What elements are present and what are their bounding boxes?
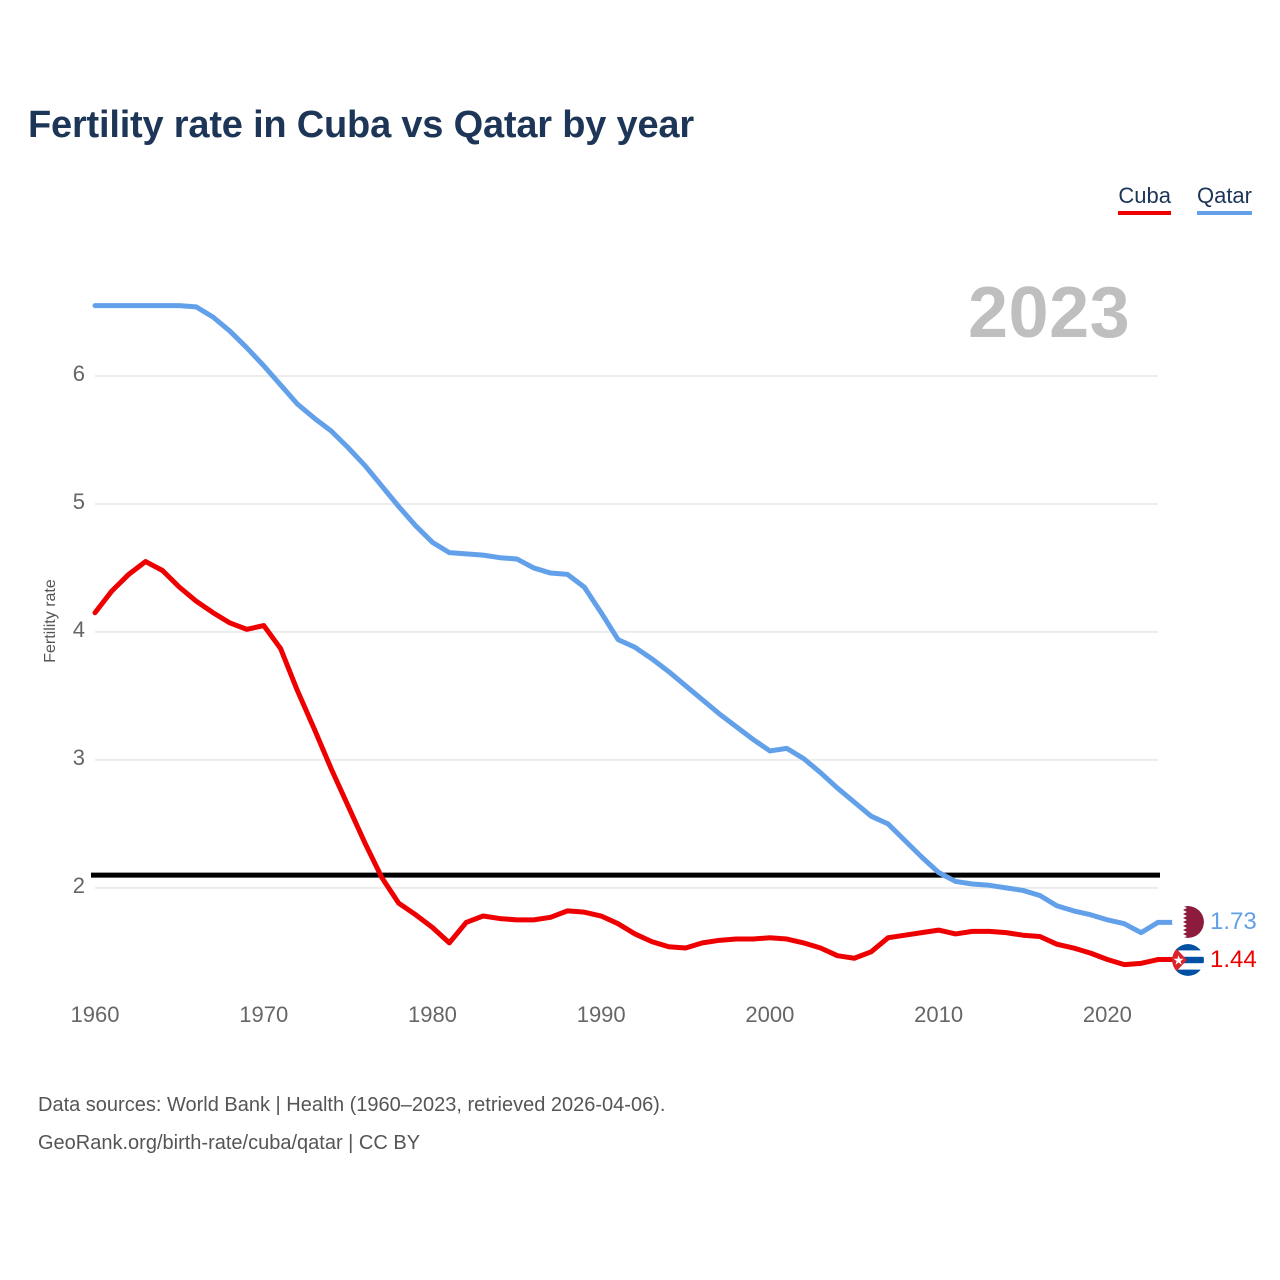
end-label-qatar: 1.73 <box>1172 906 1257 939</box>
legend-label-cuba: Cuba <box>1118 183 1171 208</box>
legend-item-qatar[interactable]: Qatar <box>1196 183 1252 215</box>
chart-legend: Cuba Qatar <box>1118 184 1252 215</box>
page-title: Fertility rate in Cuba vs Qatar by year <box>28 104 694 146</box>
x-axis-tick-1990: 1990 <box>576 1002 626 1027</box>
x-axis-tick-2020: 2020 <box>1082 1002 1132 1027</box>
y-axis-tick-4: 4 <box>72 616 85 642</box>
x-axis-tick-2000: 2000 <box>745 1002 795 1027</box>
end-label-cuba: 1.44 <box>1172 943 1257 976</box>
x-axis-tick-1970: 1970 <box>239 1002 289 1027</box>
series-lines <box>92 303 1161 968</box>
end-value-qatar: 1.73 <box>1210 908 1257 936</box>
x-axis-tick-2010: 2010 <box>914 1002 964 1027</box>
y-axis-tick-5: 5 <box>72 488 85 514</box>
qatar-flag-icon <box>1172 906 1204 939</box>
x-axis-tick-1960: 1960 <box>70 1002 120 1027</box>
watermark-year: 2023 <box>968 273 1131 353</box>
y-axis-tick-2: 2 <box>72 872 85 898</box>
y-axis-tick-3: 3 <box>72 744 85 770</box>
gridlines <box>95 374 1158 889</box>
legend-swatch-cuba <box>1118 211 1171 215</box>
legend-item-cuba[interactable]: Cuba <box>1118 184 1171 215</box>
cuba-flag-icon <box>1172 943 1204 976</box>
footer-line-1: Data sources: World Bank | Health (1960–… <box>38 1094 666 1116</box>
legend-swatch-qatar <box>1196 211 1252 215</box>
end-value-cuba: 1.44 <box>1210 945 1257 973</box>
y-axis-tick-6: 6 <box>72 360 85 386</box>
footer-note: Data sources: World Bank | Health (1960–… <box>38 1086 665 1162</box>
legend-label-qatar: Qatar <box>1196 183 1252 208</box>
footer-line-2: GeoRank.org/birth-rate/cuba/qatar | CC B… <box>38 1132 421 1154</box>
x-axis-tick-1980: 1980 <box>407 1002 457 1027</box>
